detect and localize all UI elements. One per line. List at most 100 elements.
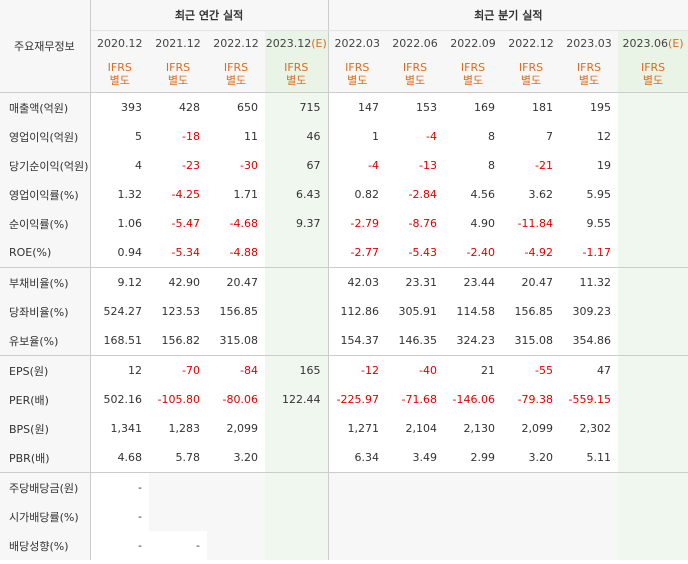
- period-header-row: 2020.12 2021.12 2022.12 2023.12(E) 2022.03 20…: [0, 30, 688, 56]
- table-cell: [265, 238, 329, 268]
- standard-ifrs: IFRS: [165, 61, 191, 74]
- standard-separate: 별도: [225, 74, 247, 87]
- table-cell: 315.08: [502, 326, 561, 356]
- table-cell: 1.06: [117, 217, 143, 230]
- table-cell: [618, 355, 688, 385]
- period-header: 2022.06: [386, 30, 445, 56]
- accounting-standard: IFRS 별도: [618, 56, 688, 93]
- table-cell: 309.23: [572, 305, 612, 318]
- table-cell: 181: [532, 101, 554, 114]
- table-cell: -40: [419, 364, 438, 377]
- table-cell: 5.95: [586, 188, 612, 201]
- table-cell: 165: [265, 355, 329, 385]
- table-cell: 2,104: [405, 422, 438, 435]
- accounting-standard: IFRS 별도: [444, 56, 503, 93]
- table-cell: 305.91: [398, 305, 438, 318]
- table-cell: 23.31: [405, 276, 438, 289]
- estimate-mark: (E): [311, 37, 327, 50]
- table-cell: -84: [240, 364, 258, 377]
- table-cell: 2,130: [463, 422, 496, 435]
- estimate-mark: (E): [668, 37, 684, 50]
- table-cell: 1.71: [233, 188, 259, 201]
- table-cell: 1,283: [168, 422, 201, 435]
- table-cell: 12: [597, 130, 612, 143]
- table-cell: 114.58: [456, 305, 496, 318]
- standard-separate: 별도: [286, 74, 307, 87]
- table-cell: -21: [535, 159, 554, 172]
- table-cell: 5: [135, 130, 142, 143]
- table-cell: 11.32: [579, 276, 612, 289]
- table-cell: [265, 326, 329, 356]
- table-cell: [386, 531, 445, 560]
- table-cell: 8: [488, 159, 496, 172]
- table-cell: 393: [121, 101, 142, 114]
- table-cell: -: [138, 539, 142, 552]
- table-cell: -4.25: [171, 188, 200, 201]
- table-cell: [149, 472, 207, 502]
- table-cell: [386, 472, 445, 502]
- table-cell: 9.37: [265, 209, 329, 238]
- table-cell: [207, 472, 265, 502]
- accounting-standard: IFRS 별도: [207, 56, 265, 93]
- row-label: BPS(원): [0, 414, 91, 443]
- table-cell: 21: [481, 364, 496, 377]
- table-cell: 4.68: [90, 443, 149, 473]
- table-cell: 715: [265, 92, 329, 122]
- table-cell: -30: [240, 159, 258, 172]
- table-cell: 146.35: [386, 326, 445, 356]
- table-cell: [207, 502, 265, 531]
- table-cell: 5.78: [149, 443, 207, 473]
- table-cell: 46: [265, 122, 329, 151]
- standard-separate: 별도: [642, 74, 664, 87]
- table-cell: [618, 151, 688, 180]
- accounting-standard: IFRS 별도: [90, 56, 149, 93]
- table-cell: [618, 472, 688, 502]
- table-cell: [265, 414, 329, 443]
- table-cell: -79.38: [517, 393, 554, 406]
- table-cell: 112.86: [340, 305, 380, 318]
- table-cell: 6.34: [328, 443, 387, 473]
- table-cell: 502.16: [103, 393, 143, 406]
- table-cell: 2,099: [521, 422, 554, 435]
- table-cell: 67: [265, 151, 329, 180]
- table-cell: -18: [182, 130, 200, 143]
- period-header: 2021.12: [149, 30, 207, 56]
- row-label: 배당성향(%): [0, 531, 91, 560]
- table-cell: 3.20: [207, 443, 265, 473]
- table-row: 영업이익(억원) 5 -18 11 46 1 -4 8 7 12: [0, 122, 688, 151]
- table-cell: -4.92: [502, 238, 561, 268]
- quarter-group-header: 최근 분기 실적: [328, 0, 688, 31]
- standard-separate: 별도: [404, 74, 426, 87]
- table-cell: 42.90: [168, 276, 201, 289]
- standard-ifrs: IFRS: [402, 61, 428, 74]
- table-row: 매출액(억원) 393 428 650 715 147 153 169 181 195: [0, 92, 688, 122]
- table-cell: -: [138, 510, 142, 523]
- standard-ifrs: IFRS: [576, 61, 602, 74]
- row-label: ROE(%): [0, 238, 91, 268]
- table-cell: 3.62: [528, 188, 554, 201]
- table-cell: 4: [135, 159, 142, 172]
- table-cell: 169: [474, 101, 496, 114]
- table-cell: -71.68: [401, 393, 438, 406]
- table-body: 매출액(억원) 393 428 650 715 147 153 169 181 195 영업이익(억…: [0, 92, 688, 560]
- standard-separate: 별도: [109, 74, 130, 87]
- period-header: 2023.06(E): [618, 30, 688, 56]
- table-cell: -4: [426, 130, 438, 143]
- table-cell: [618, 92, 688, 122]
- table-cell: [618, 180, 688, 209]
- table-cell: 20.47: [521, 276, 554, 289]
- period-header: 2022.12: [502, 30, 561, 56]
- table-cell: -559.15: [568, 393, 612, 406]
- table-cell: 2.99: [444, 443, 503, 473]
- table-row: EPS(원) 12 -70 -84 165 -12 -40 21 -55 47: [0, 355, 688, 385]
- table-cell: [386, 502, 445, 531]
- table-cell: -13: [419, 159, 438, 172]
- table-cell: -5.43: [386, 238, 445, 268]
- table-cell: [265, 267, 329, 297]
- table-cell: 156.82: [149, 326, 207, 356]
- table-cell: [560, 531, 619, 560]
- table-cell: [618, 502, 688, 531]
- standard-separate: 별도: [578, 74, 600, 87]
- period-header: 2022.09: [444, 30, 503, 56]
